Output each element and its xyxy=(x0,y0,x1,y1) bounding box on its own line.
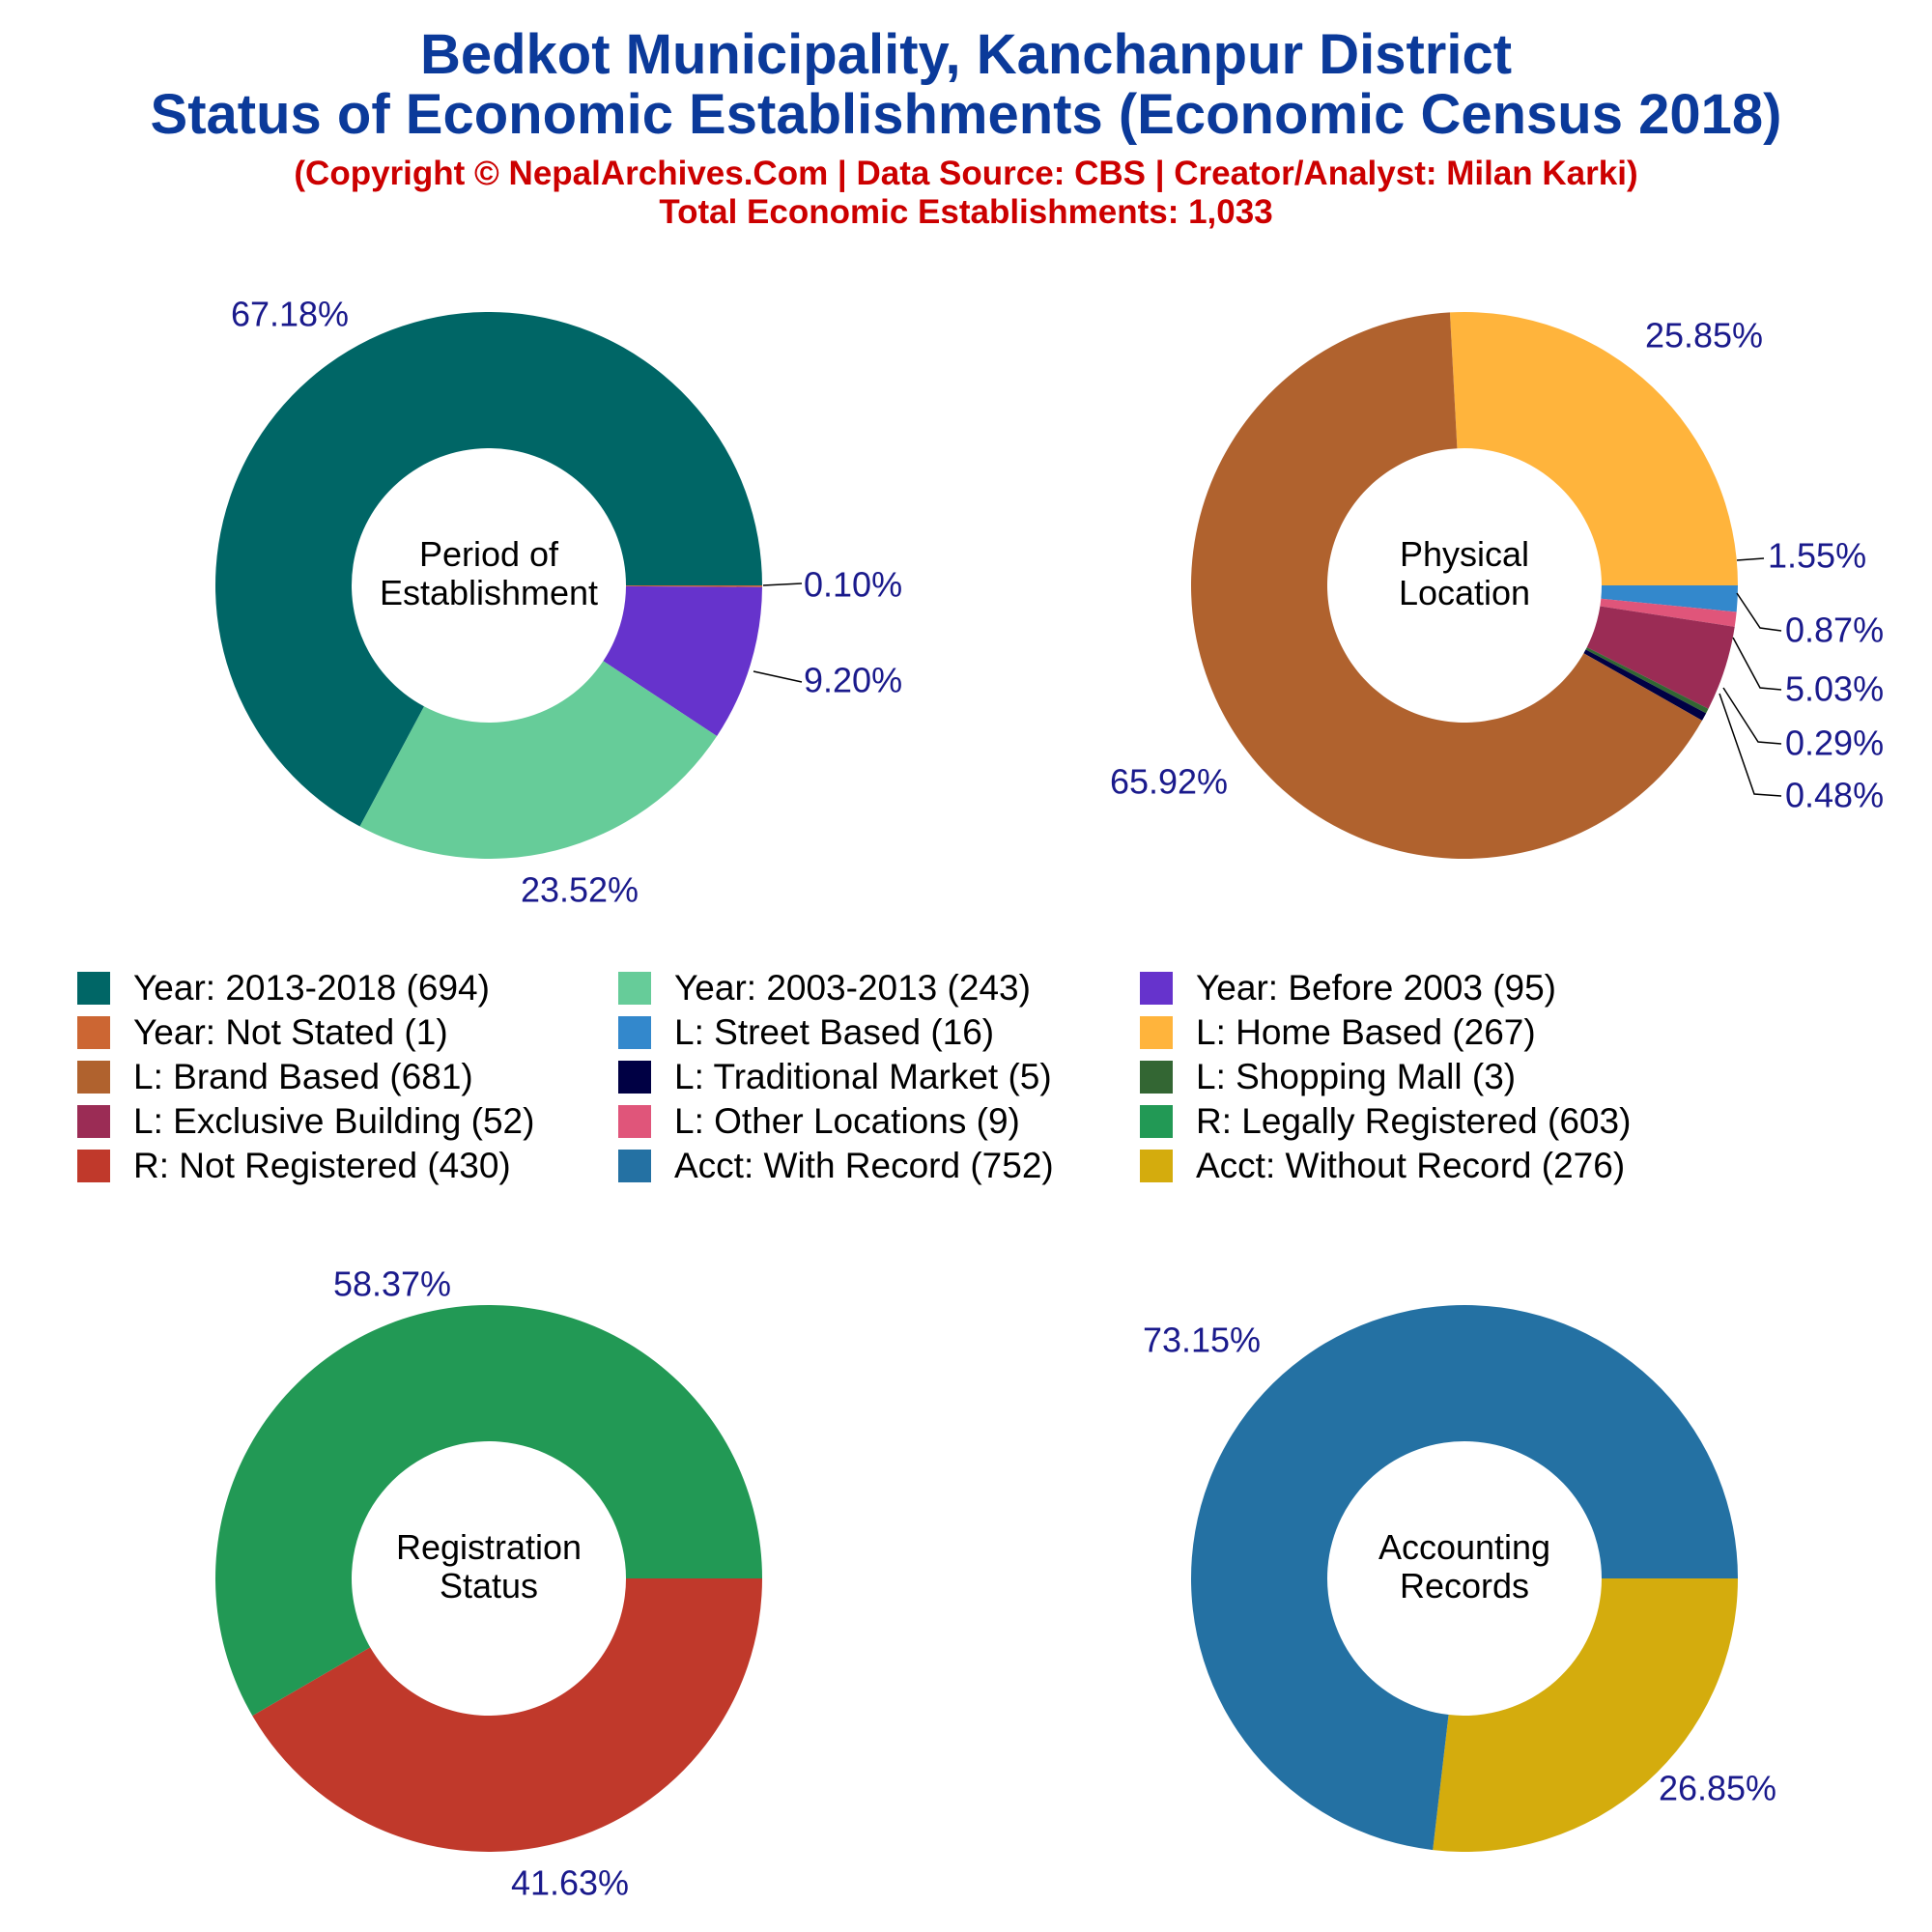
legend-label: L: Street Based (16) xyxy=(674,1012,995,1052)
center-label: Physical xyxy=(1400,534,1529,574)
legend-label: L: Traditional Market (5) xyxy=(674,1057,1052,1096)
slice-acct-with-record xyxy=(1191,1304,1738,1851)
chart-title-line-2: Status of Economic Establishments (Econo… xyxy=(150,83,1782,146)
legend-item: Acct: With Record (752) xyxy=(618,1144,1054,1188)
legend-label: L: Exclusive Building (52) xyxy=(133,1101,535,1141)
legend-swatch xyxy=(618,1150,651,1182)
slice-l-exclusive-building xyxy=(1586,606,1735,709)
slice-l-street-based xyxy=(1601,585,1739,612)
legend-item: L: Exclusive Building (52) xyxy=(77,1099,534,1144)
center-label: Registration xyxy=(396,1527,582,1567)
slice-r-legally-registered xyxy=(215,1304,762,1717)
legend-item: Year: Not Stated (1) xyxy=(77,1010,448,1055)
legend-swatch xyxy=(77,1016,110,1049)
percent-label: 26.85% xyxy=(1659,1769,1776,1808)
legend-swatch xyxy=(77,1061,110,1094)
legend-swatch xyxy=(77,972,110,1005)
legend-item: R: Legally Registered (603) xyxy=(1140,1099,1631,1144)
center-label: Records xyxy=(1400,1566,1529,1605)
center-label: Accounting xyxy=(1378,1527,1550,1567)
legend-label: Year: 2003-2013 (243) xyxy=(674,968,1031,1008)
center-label: Establishment xyxy=(380,573,598,612)
legend-swatch xyxy=(1140,1105,1173,1138)
legend-item: Year: 2003-2013 (243) xyxy=(618,966,1031,1010)
legend-swatch xyxy=(618,972,651,1005)
legend-item: L: Traditional Market (5) xyxy=(618,1055,1052,1099)
percent-label: 1.55% xyxy=(1768,536,1866,576)
percent-label: 0.87% xyxy=(1785,611,1884,650)
legend-label: Year: Not Stated (1) xyxy=(133,1012,448,1052)
slice-acct-without-record xyxy=(1433,1578,1738,1852)
slice-r-not-registered xyxy=(252,1578,763,1852)
legend-item: L: Street Based (16) xyxy=(618,1010,994,1055)
percent-label: 0.10% xyxy=(804,565,902,605)
percent-label: 0.29% xyxy=(1785,724,1884,763)
legend-swatch xyxy=(1140,1150,1173,1182)
leader-line xyxy=(762,582,803,586)
chart-title-line-1: Bedkot Municipality, Kanchanpur District xyxy=(419,23,1513,86)
legend-item: L: Home Based (267) xyxy=(1140,1010,1536,1055)
legend-label: R: Legally Registered (603) xyxy=(1196,1101,1632,1141)
legend-label: Acct: With Record (752) xyxy=(674,1146,1054,1185)
percent-label: 23.52% xyxy=(521,870,639,910)
percent-label: 67.18% xyxy=(231,295,349,334)
percent-label: 41.63% xyxy=(511,1863,629,1903)
percent-label: 25.85% xyxy=(1645,316,1763,355)
legend-item: L: Brand Based (681) xyxy=(77,1055,473,1099)
legend-swatch xyxy=(618,1061,651,1094)
percent-label: 65.92% xyxy=(1110,762,1228,802)
center-label: Period of xyxy=(419,534,559,574)
slice-year-before-2003 xyxy=(603,585,762,737)
legend-label: L: Brand Based (681) xyxy=(133,1057,473,1096)
legend-label: R: Not Registered (430) xyxy=(133,1146,511,1185)
slice-l-traditional-market xyxy=(1583,649,1707,721)
slice-l-shopping-mall xyxy=(1585,647,1709,714)
slice-year-2003-2013 xyxy=(359,661,718,859)
slice-year-not-stated xyxy=(625,585,763,587)
legend-label: Year: 2013-2018 (694) xyxy=(133,968,490,1008)
slice-l-other-locations xyxy=(1600,598,1737,627)
percent-label: 0.48% xyxy=(1785,776,1884,815)
legend-label: Year: Before 2003 (95) xyxy=(1196,968,1556,1008)
leader-line xyxy=(1736,557,1765,561)
total-line: Total Economic Establishments: 1,033 xyxy=(659,193,1273,231)
legend-swatch xyxy=(618,1016,651,1049)
credit-line: (Copyright © NepalArchives.Com | Data So… xyxy=(294,155,1638,192)
percent-label: 5.03% xyxy=(1785,669,1884,709)
legend-swatch xyxy=(77,1105,110,1138)
legend-swatch xyxy=(1140,972,1173,1005)
legend-swatch xyxy=(77,1150,110,1182)
slice-l-home-based xyxy=(1449,311,1738,585)
leader-line xyxy=(753,670,803,683)
leader-line xyxy=(1736,592,1782,632)
legend-item: Acct: Without Record (276) xyxy=(1140,1144,1625,1188)
legend-label: Acct: Without Record (276) xyxy=(1196,1146,1626,1185)
legend-swatch xyxy=(1140,1016,1173,1049)
percent-label: 9.20% xyxy=(804,661,902,700)
legend-item: L: Other Locations (9) xyxy=(618,1099,1020,1144)
legend-item: Year: Before 2003 (95) xyxy=(1140,966,1556,1010)
legend-swatch xyxy=(1140,1061,1173,1094)
legend-item: R: Not Registered (430) xyxy=(77,1144,511,1188)
legend-label: L: Other Locations (9) xyxy=(674,1101,1020,1141)
slice-l-brand-based xyxy=(1191,312,1703,859)
legend-item: Year: 2013-2018 (694) xyxy=(77,966,490,1010)
center-label: Location xyxy=(1399,573,1530,612)
center-label: Status xyxy=(440,1566,538,1605)
leader-line xyxy=(1719,693,1782,797)
slice-year-2013-2018 xyxy=(214,311,763,827)
percent-label: 58.37% xyxy=(333,1264,451,1304)
legend-item: L: Shopping Mall (3) xyxy=(1140,1055,1516,1099)
percent-label: 73.15% xyxy=(1143,1321,1261,1360)
legend-label: L: Shopping Mall (3) xyxy=(1196,1057,1517,1096)
legend-swatch xyxy=(618,1105,651,1138)
legend-label: L: Home Based (267) xyxy=(1196,1012,1536,1052)
leader-line xyxy=(1722,687,1782,745)
leader-line xyxy=(1732,637,1782,691)
